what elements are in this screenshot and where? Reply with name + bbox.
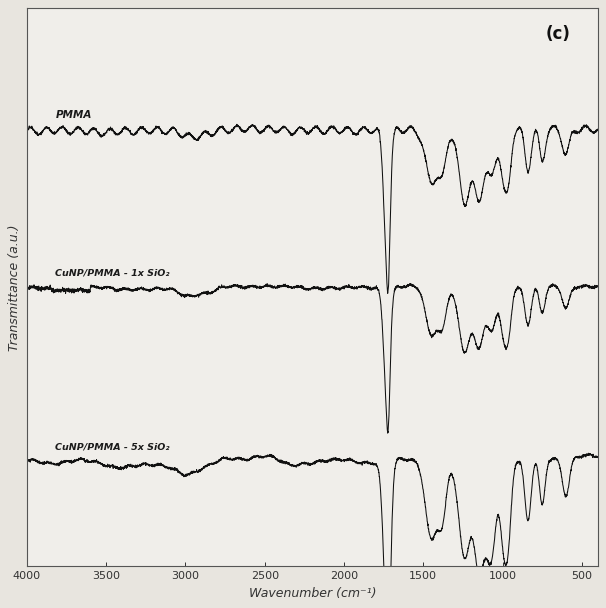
Text: PMMA: PMMA	[55, 110, 92, 120]
Y-axis label: Transmittance (a.u.): Transmittance (a.u.)	[8, 224, 21, 351]
X-axis label: Wavenumber (cm⁻¹): Wavenumber (cm⁻¹)	[248, 587, 376, 599]
Text: CuNP/PMMA - 1x SiO₂: CuNP/PMMA - 1x SiO₂	[55, 269, 170, 278]
Text: (c): (c)	[545, 25, 570, 43]
Text: CuNP/PMMA - 5x SiO₂: CuNP/PMMA - 5x SiO₂	[55, 443, 170, 451]
